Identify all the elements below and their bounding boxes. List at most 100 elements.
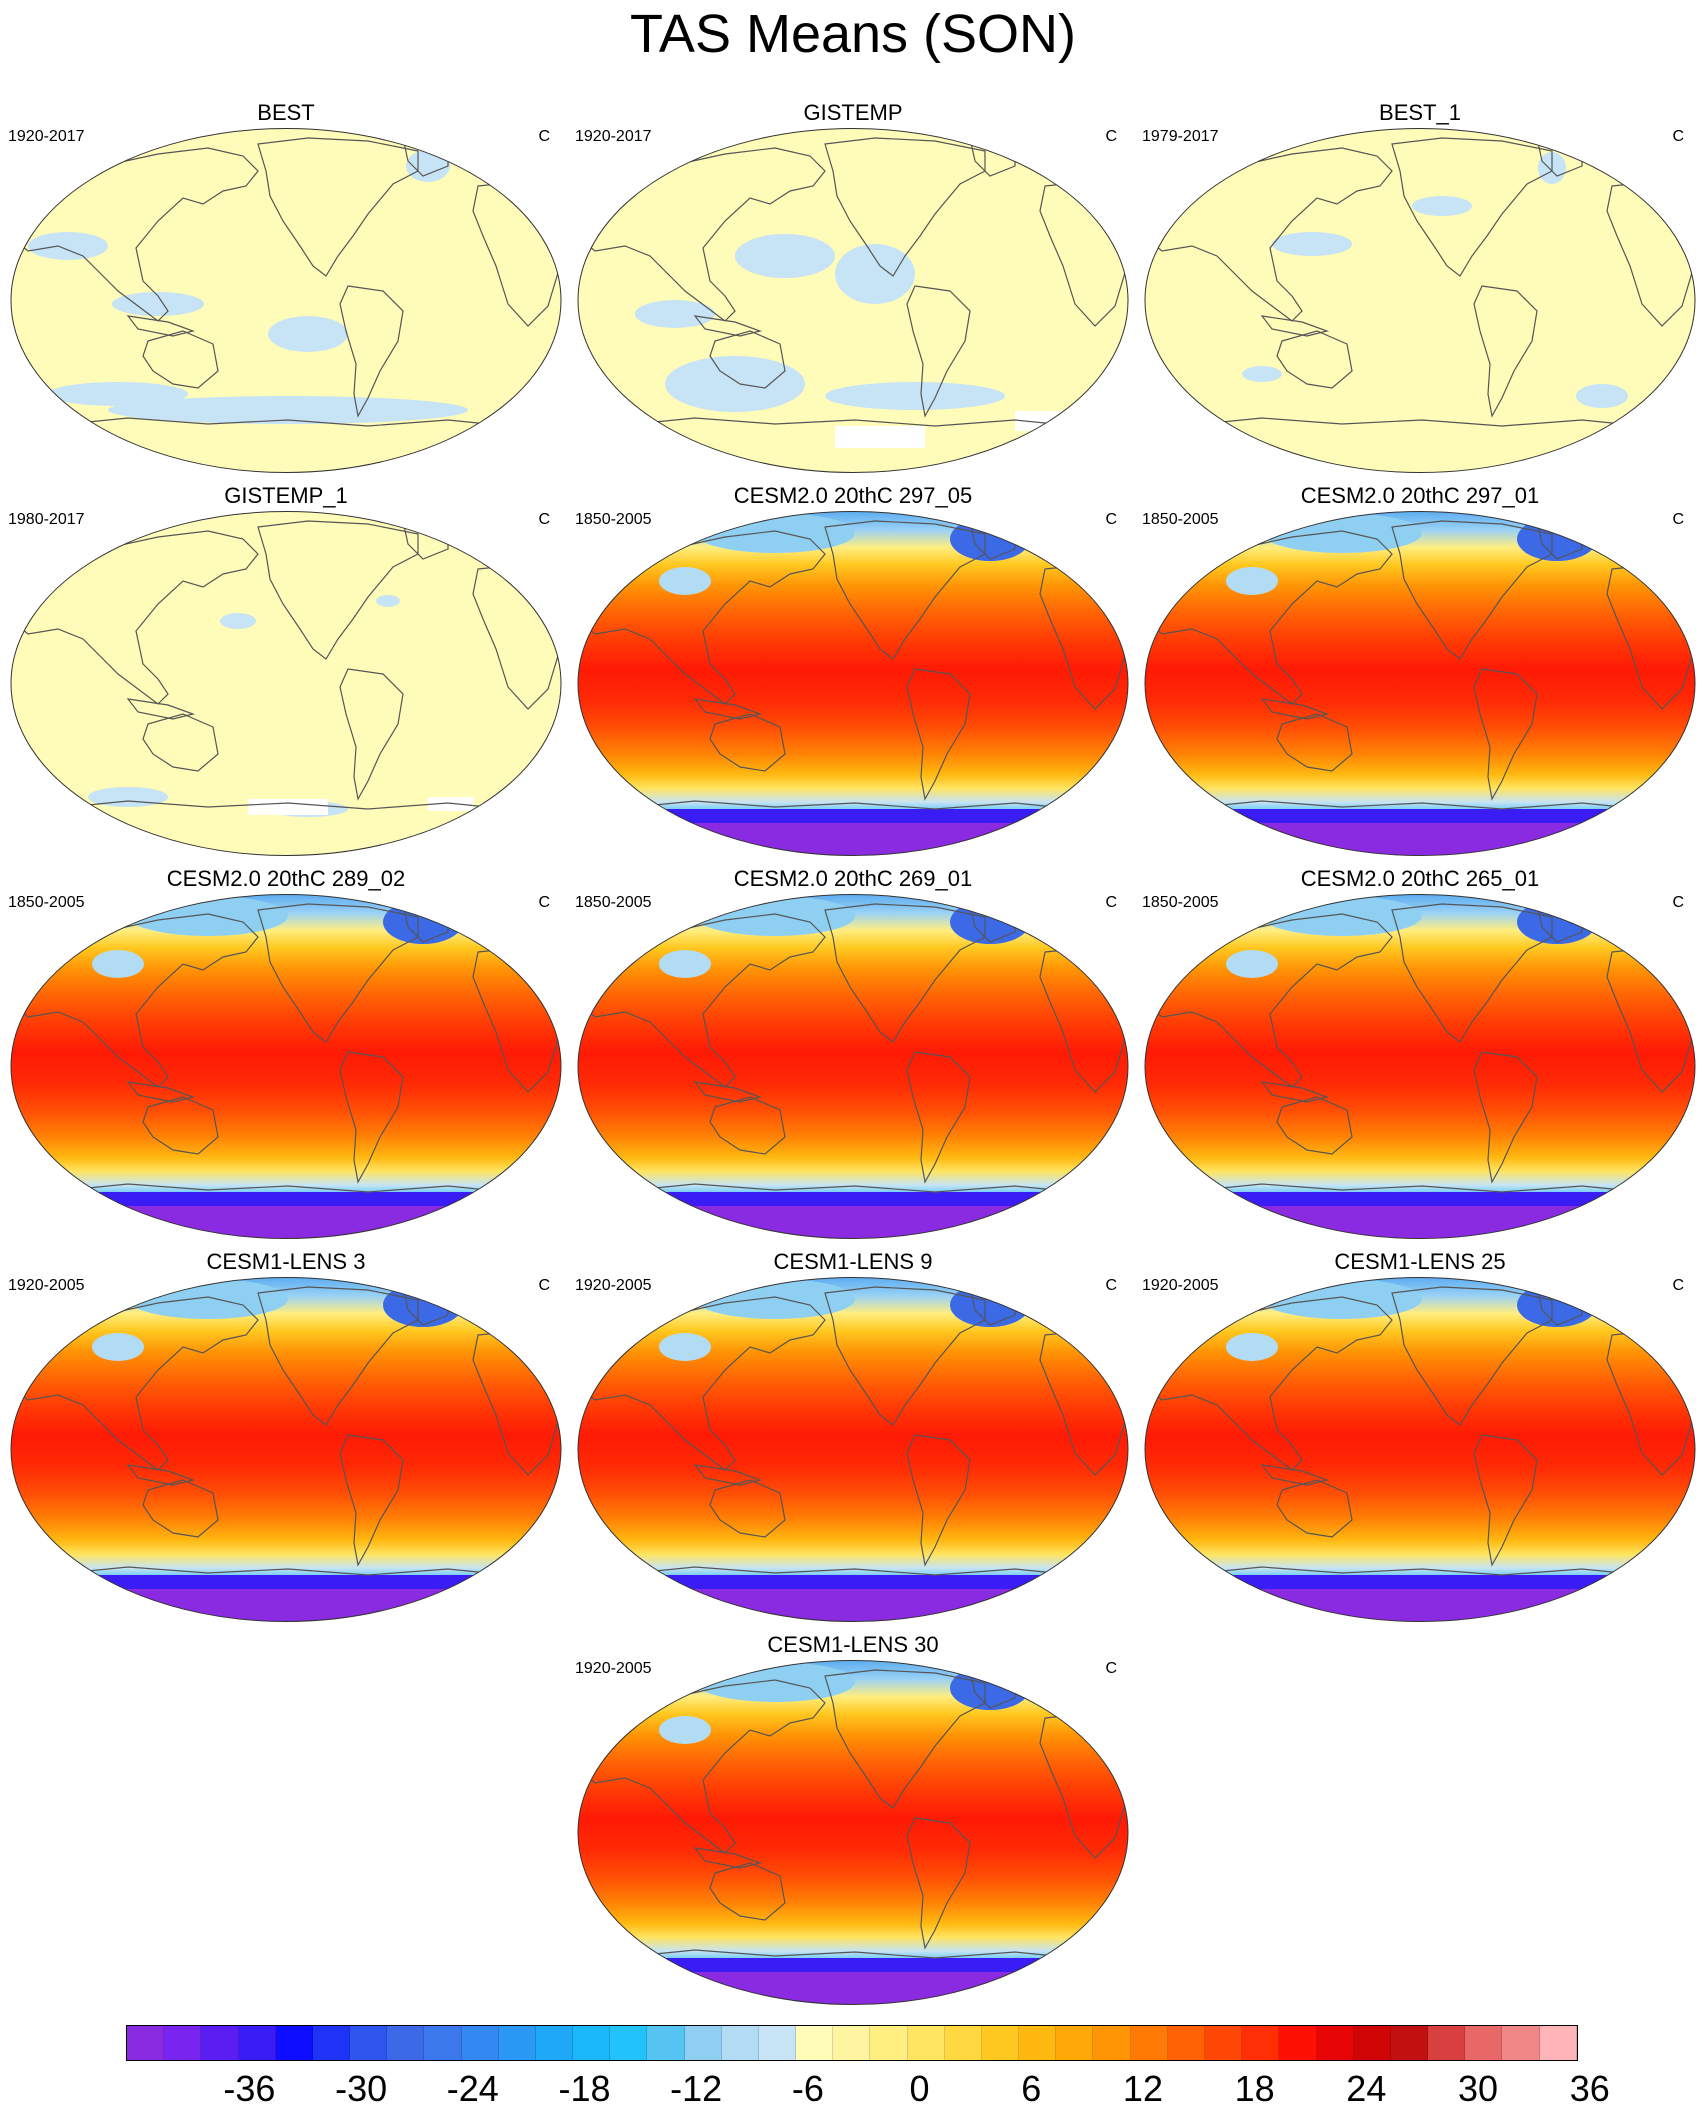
greenland-cold-patch bbox=[1517, 517, 1597, 561]
panel-units: C bbox=[538, 894, 550, 911]
coastline bbox=[1276, 713, 1353, 772]
panel-title: CESM1-LENS 9 bbox=[773, 1249, 933, 1274]
model-mean-field bbox=[1145, 511, 1695, 856]
tibet-cold-patch bbox=[1226, 567, 1278, 595]
coastline bbox=[709, 1862, 786, 1921]
map-svg bbox=[1144, 511, 1696, 856]
coastline bbox=[1473, 668, 1538, 801]
cold-anomaly-patch bbox=[1412, 196, 1472, 216]
map-svg bbox=[1144, 894, 1696, 1239]
panel-units: C bbox=[1105, 1277, 1117, 1294]
coastline bbox=[709, 1479, 786, 1538]
colorbar-box bbox=[1093, 2026, 1131, 2060]
coastline bbox=[1391, 137, 1553, 277]
panel-period: 1920-2005 bbox=[575, 1660, 652, 1677]
coastline bbox=[126, 315, 196, 337]
panel-period: 1920-2005 bbox=[575, 1277, 652, 1294]
cold-anomaly-patch bbox=[825, 382, 1005, 410]
colorbar-label: -6 bbox=[791, 2068, 824, 2109]
map-svg bbox=[577, 128, 1129, 473]
panel-period: 1920-2005 bbox=[8, 1277, 85, 1294]
tibet-cold-patch bbox=[92, 950, 144, 978]
antarctic-cold-patch bbox=[578, 1587, 1128, 1622]
cold-anomaly-patch bbox=[48, 382, 188, 406]
cold-anomaly-patch bbox=[1576, 384, 1628, 408]
antarctic-cold-patch bbox=[1145, 821, 1695, 856]
coastline bbox=[824, 1286, 986, 1426]
coastline bbox=[339, 1051, 404, 1184]
coastline bbox=[126, 698, 196, 720]
panel-title: GISTEMP_1 bbox=[224, 483, 348, 508]
panel-period: 1850-2005 bbox=[1142, 511, 1219, 528]
panel-units: C bbox=[538, 128, 550, 145]
colorbar-box bbox=[758, 2026, 797, 2060]
coastline bbox=[257, 520, 419, 660]
coastline bbox=[709, 330, 786, 389]
coastline bbox=[824, 1669, 986, 1809]
coastline bbox=[1276, 330, 1353, 389]
coastline bbox=[1145, 147, 1393, 322]
map-panel-cesm2-269-01: CESM2.0 20thC 269_01 1850-2005 C bbox=[575, 866, 1131, 1241]
panel-units: C bbox=[538, 1277, 550, 1294]
cold-anomaly-patch bbox=[268, 316, 348, 352]
coastline bbox=[1145, 913, 1393, 1088]
colorbar-box bbox=[610, 2026, 648, 2060]
coastline bbox=[1391, 520, 1553, 660]
map-outline bbox=[10, 894, 562, 1239]
colorbar-label: 0 bbox=[909, 2068, 930, 2109]
coastline bbox=[1473, 1051, 1538, 1184]
coastline bbox=[11, 1296, 259, 1471]
map-panel-best: BEST 1920-2017 C bbox=[8, 100, 564, 475]
panel-title: CESM2.0 20thC 269_01 bbox=[733, 866, 973, 891]
model-mean-field bbox=[11, 894, 561, 1239]
coastline bbox=[693, 1464, 763, 1486]
map-panel-cesm1-lens-3: CESM1-LENS 3 1920-2005 C bbox=[8, 1249, 564, 1624]
panel-title: CESM1-LENS 25 bbox=[1334, 1249, 1506, 1274]
coastline bbox=[11, 530, 259, 705]
coastline bbox=[1260, 1464, 1330, 1486]
panel-units: C bbox=[1672, 1277, 1684, 1294]
map-outline bbox=[1144, 128, 1696, 473]
panel-period: 1850-2005 bbox=[575, 511, 652, 528]
coastline bbox=[126, 1081, 196, 1103]
colorbar-box bbox=[1502, 2026, 1540, 2060]
coastline bbox=[693, 1081, 763, 1103]
coastline bbox=[1391, 903, 1553, 1043]
colorbar-box bbox=[1353, 2026, 1391, 2060]
map-panel-cesm1-lens-9: CESM1-LENS 9 1920-2005 C bbox=[575, 1249, 1131, 1624]
colorbar-box bbox=[647, 2026, 685, 2060]
map-outline bbox=[1144, 894, 1696, 1239]
tibet-cold-patch bbox=[92, 1333, 144, 1361]
panel-title: CESM2.0 20thC 297_05 bbox=[733, 483, 973, 508]
colorbar-box bbox=[1539, 2026, 1577, 2060]
coastline bbox=[578, 913, 826, 1088]
coastline bbox=[824, 520, 986, 660]
colorbar-box bbox=[312, 2026, 351, 2060]
map-outline bbox=[1144, 1277, 1696, 1622]
panel-title: CESM1-LENS 30 bbox=[767, 1632, 939, 1657]
colorbar-box bbox=[238, 2026, 276, 2060]
coastline bbox=[824, 137, 986, 277]
colorbar-box bbox=[721, 2026, 759, 2060]
antarctic-cold-patch bbox=[578, 821, 1128, 856]
model-mean-field bbox=[1145, 1277, 1695, 1622]
greenland-cold-patch bbox=[950, 517, 1030, 561]
obs-mean-field bbox=[578, 128, 1128, 473]
panel-units: C bbox=[538, 511, 550, 528]
coastline bbox=[11, 147, 259, 322]
cold-anomaly-patch bbox=[635, 300, 715, 328]
map-svg bbox=[1144, 1277, 1696, 1622]
antarctic-coast-band bbox=[578, 809, 1128, 823]
cold-anomaly-patch bbox=[108, 396, 468, 424]
tibet-cold-patch bbox=[659, 950, 711, 978]
coastline bbox=[1276, 1096, 1353, 1155]
panel-units: C bbox=[1105, 894, 1117, 911]
figure-title: TAS Means (SON) bbox=[629, 4, 1077, 64]
map-panel-cesm1-lens-30: CESM1-LENS 30 1920-2005 C bbox=[575, 1632, 1131, 2007]
coastline bbox=[126, 1464, 196, 1486]
coastline bbox=[339, 1434, 404, 1567]
panel-units: C bbox=[1672, 894, 1684, 911]
antarctic-cold-patch bbox=[1145, 1587, 1695, 1622]
model-mean-field bbox=[578, 894, 1128, 1239]
colorbar-box bbox=[350, 2026, 388, 2060]
